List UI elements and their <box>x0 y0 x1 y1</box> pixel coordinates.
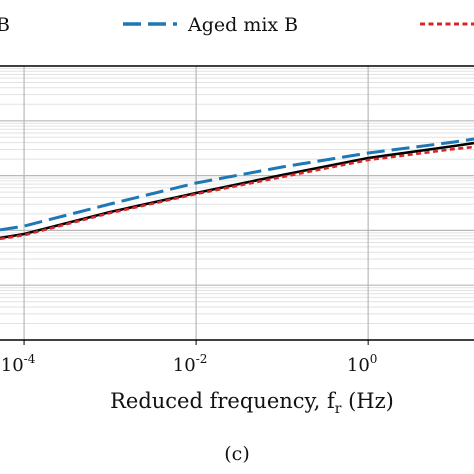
grid <box>0 66 474 340</box>
x-tick-base: 10 <box>1 355 24 376</box>
x-label-main: Reduced frequency, f <box>110 389 337 413</box>
caption: (c) <box>224 443 249 465</box>
series-line <box>0 137 474 232</box>
legend-label: Aged mix B <box>187 14 298 36</box>
series-line <box>0 141 474 240</box>
series-line <box>0 145 474 241</box>
x-tick-exp: 0 <box>370 352 378 366</box>
x-tick-exp: -2 <box>196 352 208 366</box>
x-axis-label: Reduced frequency, fr (Hz) <box>110 389 394 417</box>
x-label-sub: r <box>335 401 342 417</box>
legend-label: B <box>0 14 10 36</box>
x-tick-label: 10-4 <box>1 352 36 376</box>
lines <box>0 137 474 241</box>
x-tick-base: 10 <box>347 355 370 376</box>
x-tick-base: 10 <box>173 355 196 376</box>
x-tick-label: 10-2 <box>173 352 208 376</box>
x-tick-exp: -4 <box>24 352 36 366</box>
x-tick-label: 100 <box>347 352 378 376</box>
x-label-tail: (Hz) <box>341 389 393 413</box>
